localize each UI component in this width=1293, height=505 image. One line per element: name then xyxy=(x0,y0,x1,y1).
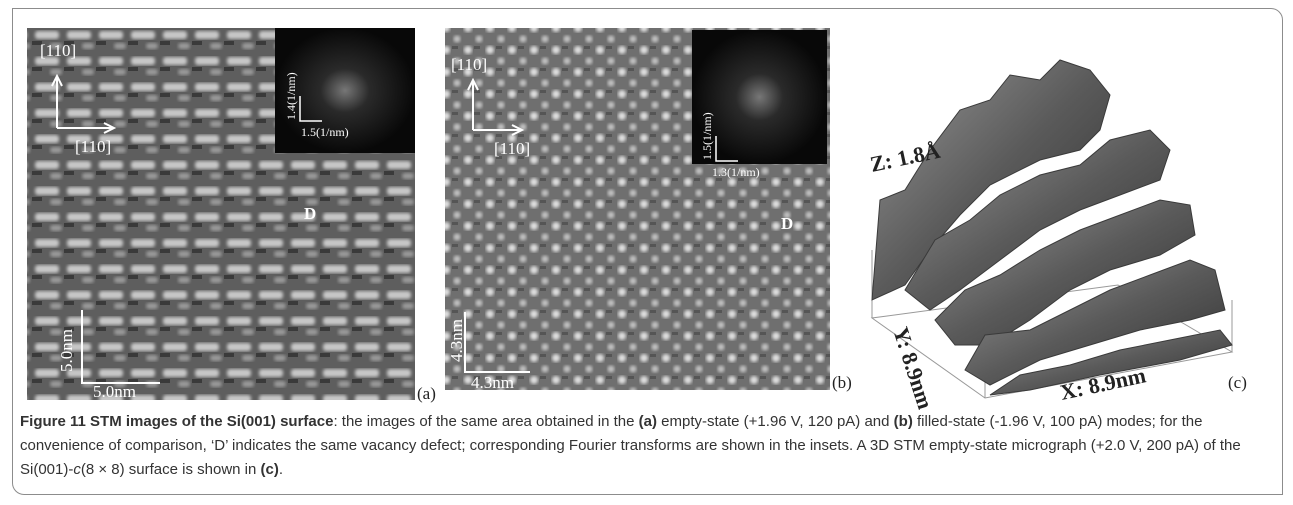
inset-scale-label: 1.5(1/nm) xyxy=(700,112,714,160)
scale-label: 5.0nm xyxy=(57,329,76,372)
axis-label: [110] xyxy=(40,41,76,60)
figure: [110] [110] 1.4(1/nm) 1.5(1/nm) D 5.0nm … xyxy=(0,0,1293,410)
axis-label: Y: 8.9nm xyxy=(888,324,938,410)
axis-label: [110] xyxy=(75,137,111,156)
defect-label: D xyxy=(781,214,793,233)
scale-label: 5.0nm xyxy=(93,382,136,401)
caption-title: Figure 11 STM images of the Si(001) surf… xyxy=(20,413,333,430)
axis-label: [110] xyxy=(494,139,530,158)
caption-text: c xyxy=(73,461,81,478)
caption-text: (8 × 8) surface is shown in xyxy=(81,461,261,478)
inset-scale-label: 1.4(1/nm) xyxy=(284,72,298,120)
panel-a: [110] [110] 1.4(1/nm) 1.5(1/nm) D 5.0nm … xyxy=(27,28,436,403)
scale-label: 4.3nm xyxy=(447,319,466,362)
defect-label: D xyxy=(304,204,316,223)
caption-text: . xyxy=(279,461,283,478)
inset-scale-label: 1.3(1/nm) xyxy=(712,165,760,179)
panel-label: (c) xyxy=(1228,373,1247,392)
inset-scale-label: 1.5(1/nm) xyxy=(301,125,349,139)
panel-b: [110] [110] 1.5(1/nm) 1.3(1/nm) D 4.3nm … xyxy=(445,28,852,392)
caption-ref: (b) xyxy=(894,413,913,430)
caption-ref: (a) xyxy=(639,413,657,430)
surface xyxy=(872,60,1232,395)
caption-ref: (c) xyxy=(261,461,279,478)
caption-text: : the images of the same area obtained i… xyxy=(333,413,638,430)
caption: Figure 11 STM images of the Si(001) surf… xyxy=(20,410,1278,482)
axis-label: [110] xyxy=(451,55,487,74)
panel-label: (a) xyxy=(417,384,436,403)
scale-label: 4.3nm xyxy=(471,373,514,392)
panel-label: (b) xyxy=(832,373,852,392)
caption-text: empty-state (+1.96 V, 120 pA) and xyxy=(657,413,894,430)
panel-c: Z: 1.8Å Y: 8.9nm X: 8.9nm (c) xyxy=(868,60,1247,410)
